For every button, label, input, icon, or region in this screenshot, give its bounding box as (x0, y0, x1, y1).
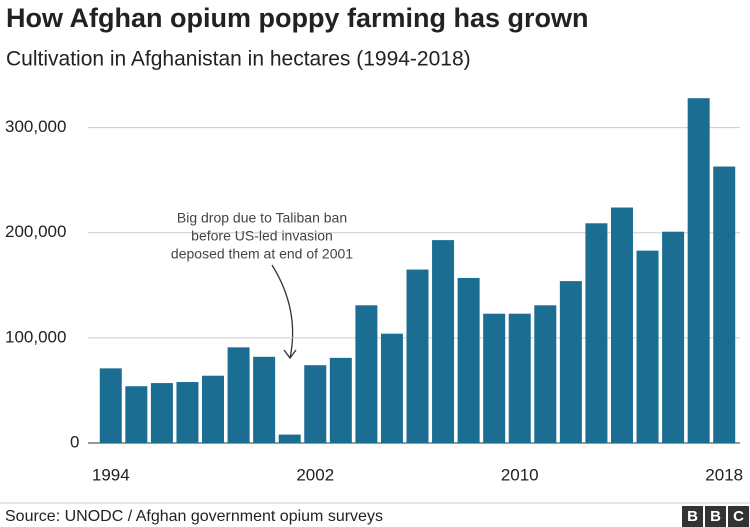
x-tick-label: 1994 (92, 465, 130, 484)
annotation: Big drop due to Taliban ban (177, 210, 347, 226)
bar (150, 383, 173, 443)
logo-letter: B (687, 508, 698, 525)
bar (610, 207, 633, 443)
bar (662, 231, 685, 443)
bar (176, 382, 199, 443)
y-tick-label: 100,000 (5, 327, 66, 346)
chart-title: How Afghan opium poppy farming has grown (6, 3, 588, 33)
bar (559, 281, 582, 443)
annotation: before US-led invasion (191, 228, 333, 244)
logo-box (728, 506, 749, 527)
bar (457, 277, 480, 443)
source: Source: UNODC / Afghan government opium … (5, 508, 383, 525)
bar (253, 356, 276, 443)
bar (380, 333, 403, 443)
bar (406, 269, 429, 443)
annotation-arrow (271, 264, 297, 360)
bar (278, 434, 301, 443)
bar (585, 223, 608, 443)
bar (355, 305, 378, 443)
chart-subtitle: Cultivation in Afghanistan in hectares (… (6, 48, 471, 71)
y-tick-label: 300,000 (5, 117, 66, 136)
logo-box (682, 506, 703, 527)
logo-letter: C (733, 508, 744, 525)
bar (125, 386, 148, 443)
x-tick-label: 2010 (501, 465, 539, 484)
logo-box (705, 506, 726, 527)
logo-letter: B (710, 508, 721, 525)
bar (687, 98, 710, 443)
y-tick-label: 0 (70, 432, 79, 451)
bar (713, 166, 736, 443)
bar (508, 313, 531, 443)
bar (432, 240, 455, 443)
bar (483, 313, 506, 443)
y-tick-label: 200,000 (5, 222, 66, 241)
annotation: deposed them at end of 2001 (171, 246, 353, 262)
bar (636, 250, 659, 443)
bar (304, 365, 327, 443)
x-tick-label: 2002 (296, 465, 334, 484)
bar (202, 375, 225, 443)
bar (329, 357, 352, 443)
bar (99, 368, 122, 443)
bar (534, 305, 557, 443)
bar (227, 347, 250, 443)
x-tick-label: 2018 (705, 465, 743, 484)
